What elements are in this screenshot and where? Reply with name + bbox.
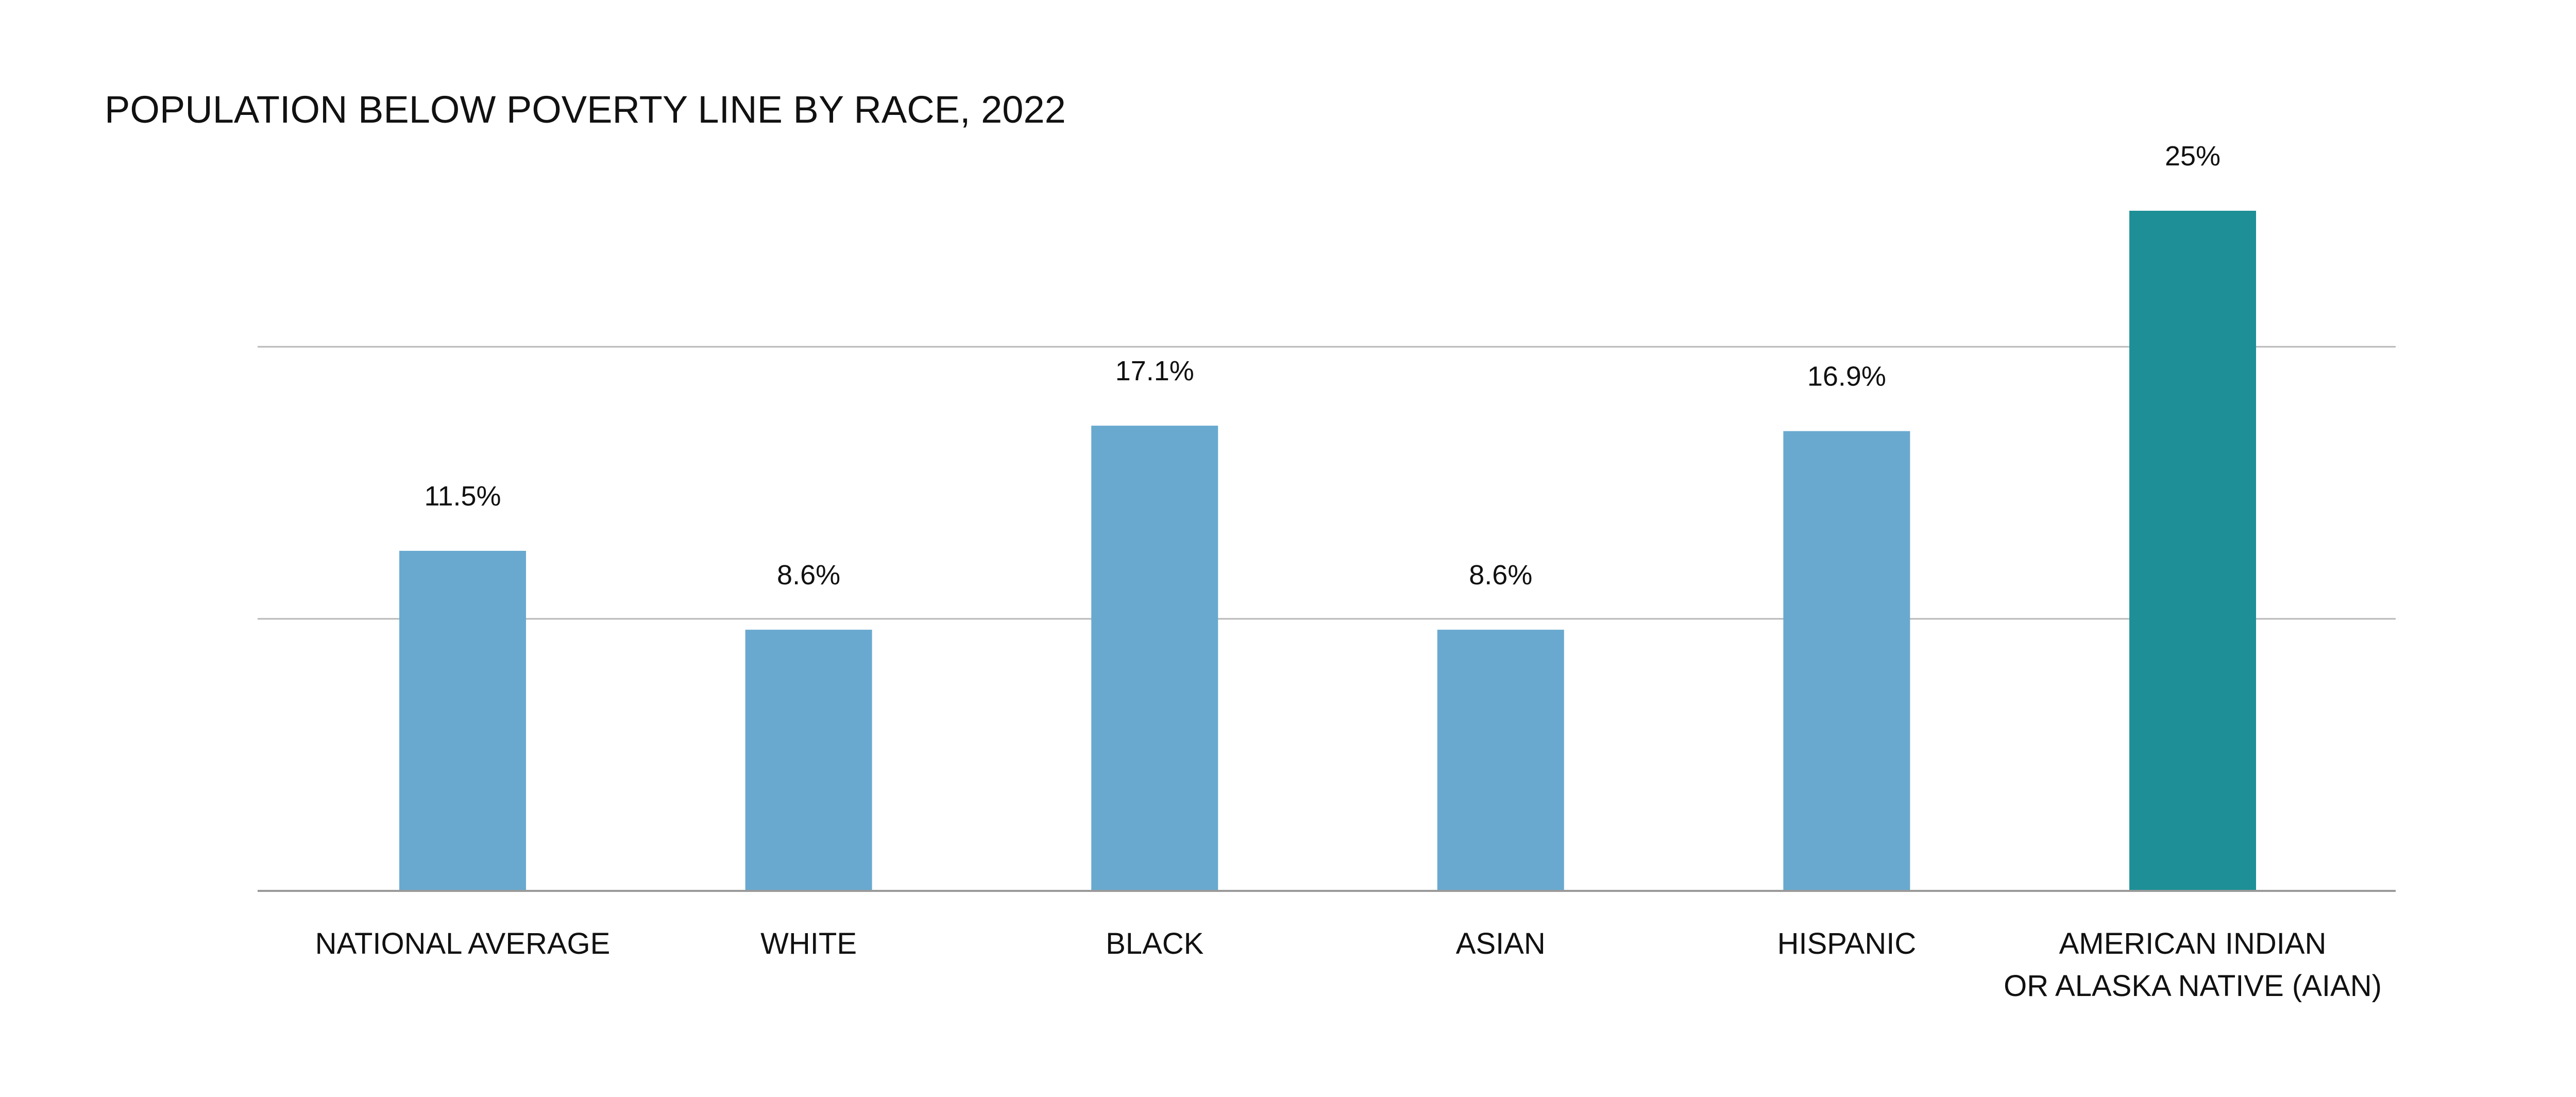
- value-label-1: 8.6%: [777, 560, 840, 590]
- x-tick-label-2: BLACK: [1106, 927, 1204, 960]
- value-label-0: 11.5%: [424, 481, 501, 512]
- bar-4: [1783, 431, 1910, 891]
- bar-3: [1437, 630, 1564, 891]
- value-labels: 11.5% 8.6% 17.1% 8.6% 16.9% 25%: [424, 141, 2221, 590]
- value-label-4: 16.9%: [1807, 361, 1886, 392]
- x-axis-labels: NATIONAL AVERAGE WHITE BLACK ASIAN HISPANIC A…: [315, 927, 2382, 1003]
- bars: [399, 211, 2256, 891]
- chart-title: POPULATION BELOW POVERTY LINE BY RACE, 2…: [105, 88, 1066, 131]
- x-tick-label-5-line-1: OR ALASKA NATIVE (AIAN): [2004, 969, 2382, 1003]
- x-tick-label-3: ASIAN: [1456, 927, 1546, 960]
- x-tick-label-0: NATIONAL AVERAGE: [315, 927, 611, 960]
- bar-2: [1091, 426, 1218, 891]
- bar-0: [399, 551, 526, 891]
- value-label-5: 25%: [2165, 141, 2221, 172]
- x-tick-label-4: HISPANIC: [1777, 927, 1917, 960]
- bar-1: [745, 630, 872, 891]
- gridlines: [258, 346, 2396, 620]
- x-tick-label-1: WHITE: [760, 927, 857, 960]
- x-tick-label-5-line-0: AMERICAN INDIAN: [2059, 927, 2327, 960]
- bar-5: [2129, 211, 2256, 891]
- value-label-3: 8.6%: [1469, 560, 1532, 590]
- value-label-2: 17.1%: [1115, 356, 1194, 386]
